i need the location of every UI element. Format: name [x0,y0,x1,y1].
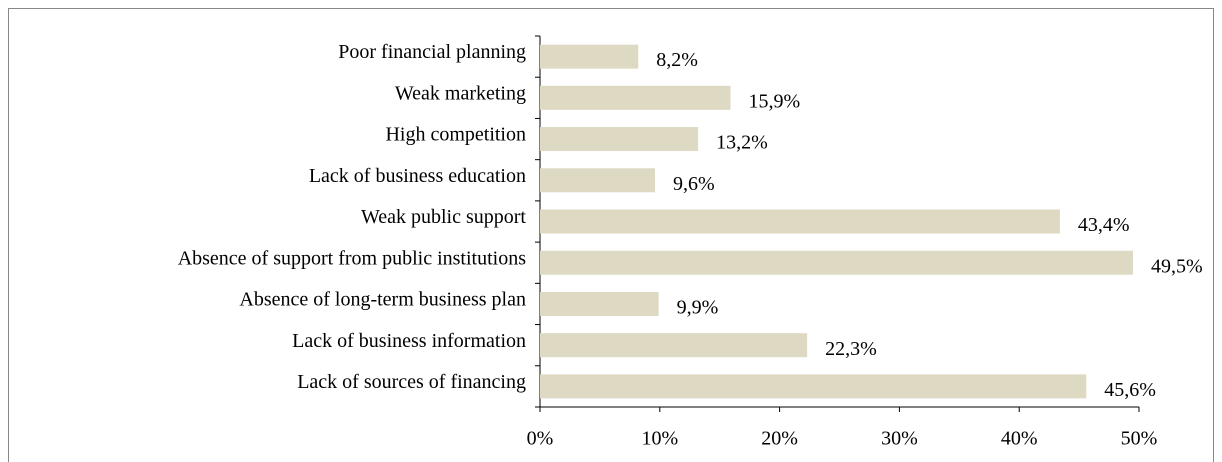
x-tick-label: 30% [881,428,918,450]
x-tick-label: 0% [527,428,554,450]
y-tick-label: Lack of business education [309,165,526,187]
bar [540,85,731,110]
y-tick-label: Weak public support [361,206,526,228]
value-label: 22,3% [825,338,877,360]
y-tick-label: Lack of sources of financing [297,371,526,393]
x-tick-label: 20% [761,428,798,450]
value-label: 8,2% [656,49,698,71]
value-label: 9,6% [673,173,715,195]
x-tick-label: 10% [641,428,678,450]
bar [540,168,656,193]
bar [540,127,699,152]
bar [540,209,1060,234]
value-label: 15,9% [748,90,800,112]
value-label: 43,4% [1078,214,1130,236]
y-tick-label: Absence of long-term business plan [239,289,526,311]
bar [540,250,1134,275]
value-label: 49,5% [1151,255,1203,277]
bar [540,333,808,358]
y-tick-label: High competition [385,124,526,146]
y-tick-label: Weak marketing [395,82,526,104]
value-label: 45,6% [1104,379,1156,401]
value-label: 9,9% [677,297,719,319]
y-tick-label: Absence of support from public instituti… [178,247,527,269]
value-label: 13,2% [716,132,768,154]
y-tick-label: Poor financial planning [338,41,526,63]
frame [8,8,1214,462]
y-tick-label: Lack of business information [292,330,526,352]
x-tick-label: 40% [1001,428,1038,450]
bar [540,44,639,69]
bar [540,291,659,316]
bar [540,374,1087,399]
x-tick-label: 50% [1121,428,1158,450]
